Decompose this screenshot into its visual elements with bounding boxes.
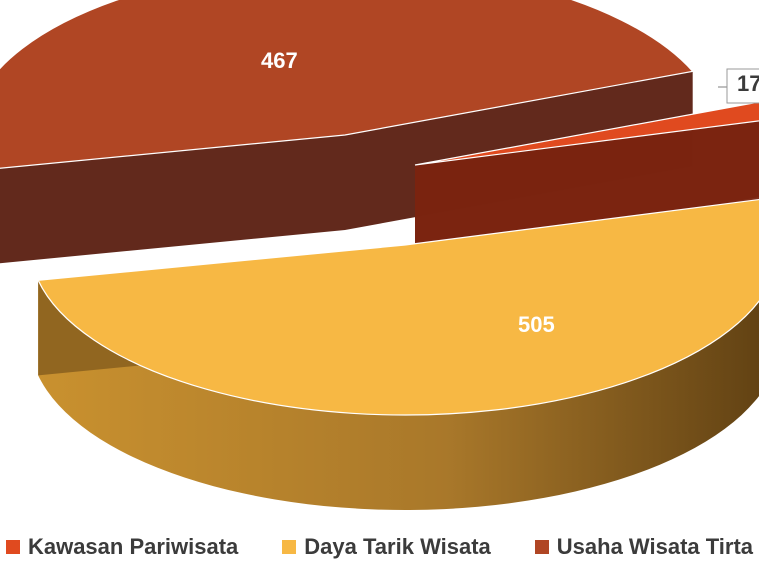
legend-swatch bbox=[282, 540, 297, 554]
data-label-group: 505 bbox=[518, 312, 555, 337]
slice-kawasan-pariwisata bbox=[414, 101, 759, 166]
legend-swatch bbox=[5, 540, 20, 554]
chart-legend: Kawasan Pariwisata Daya Tarik Wisata Usa… bbox=[0, 534, 759, 560]
pie-chart-svg: 17 505 467 bbox=[0, 0, 759, 511]
data-label: 17 bbox=[737, 71, 759, 96]
legend-label: Usaha Wisata Tirta bbox=[556, 534, 754, 559]
slice-wall-usaha-wisata-tirta-0 bbox=[0, 135, 345, 264]
data-label: 505 bbox=[518, 312, 555, 337]
data-label-group: 467 bbox=[261, 48, 298, 73]
data-label: 467 bbox=[261, 48, 298, 73]
slice-usaha-wisata-tirta bbox=[0, 0, 694, 169]
legend-label: Kawasan Pariwisata bbox=[27, 534, 239, 559]
legend-label: Daya Tarik Wisata bbox=[304, 534, 491, 559]
data-label-box bbox=[726, 68, 759, 104]
slice-side-daya-tarik-wisata bbox=[38, 280, 759, 511]
legend-item-daya-tarik-wisata: Daya Tarik Wisata bbox=[282, 534, 491, 560]
data-label-group: 17 bbox=[718, 68, 759, 104]
legend-swatch bbox=[534, 540, 549, 554]
legend-item-kawasan-pariwisata: Kawasan Pariwisata bbox=[5, 534, 239, 560]
slice-daya-tarik-wisata bbox=[37, 198, 759, 416]
legend-item-usaha-wisata-tirta: Usaha Wisata Tirta bbox=[534, 534, 754, 560]
